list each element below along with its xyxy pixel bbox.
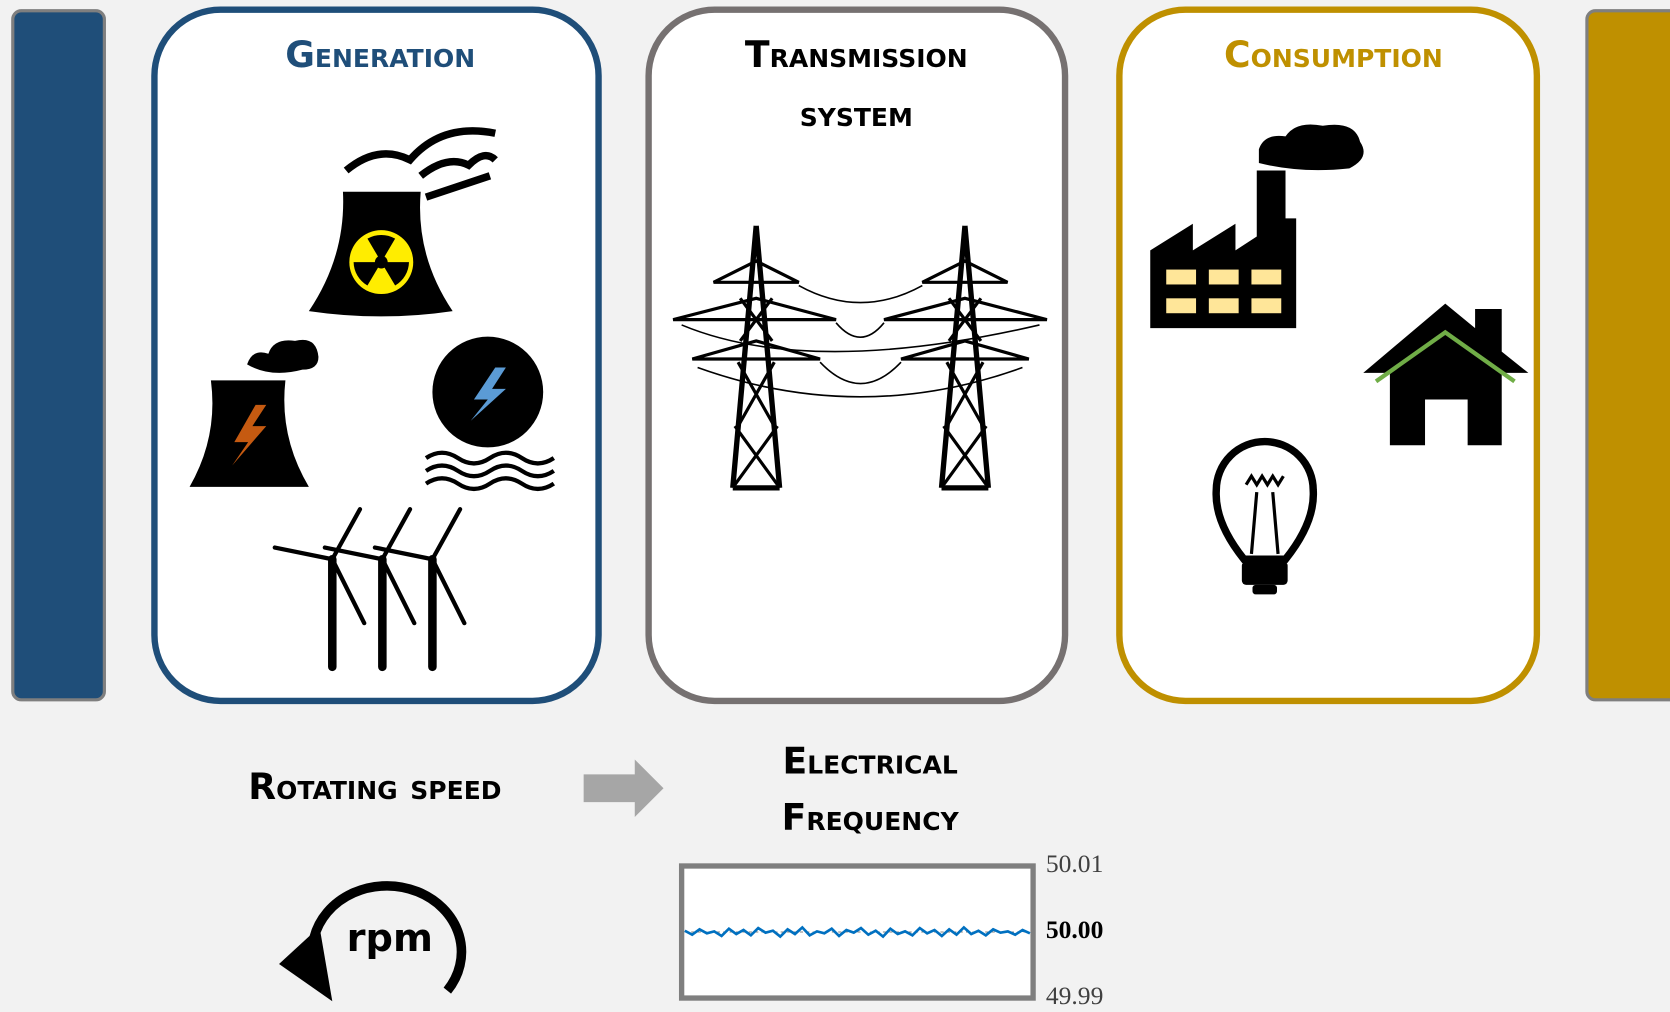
generation-title: Generation xyxy=(285,33,475,76)
diagram: Generation Transmission system Consumpti… xyxy=(0,0,1670,1012)
y-tick-label: 50.01 xyxy=(1046,849,1103,878)
side-bar-right xyxy=(1587,11,1670,700)
frequency-label: Electrical xyxy=(782,739,957,782)
arrow xyxy=(584,759,664,817)
transmission-title: system xyxy=(800,92,913,135)
transmission-title: Transmission xyxy=(745,33,968,76)
generation-panel xyxy=(154,10,598,701)
side-bar-left xyxy=(13,11,105,700)
rotating-speed-label: Rotating speed xyxy=(248,765,501,808)
frequency-label: Frequency xyxy=(782,796,960,839)
consumption-title: Consumption xyxy=(1224,33,1443,76)
y-tick-label: 49.99 xyxy=(1046,981,1103,1010)
rpm-text: rpm xyxy=(347,916,433,961)
y-tick-label: 50.00 xyxy=(1046,915,1103,944)
